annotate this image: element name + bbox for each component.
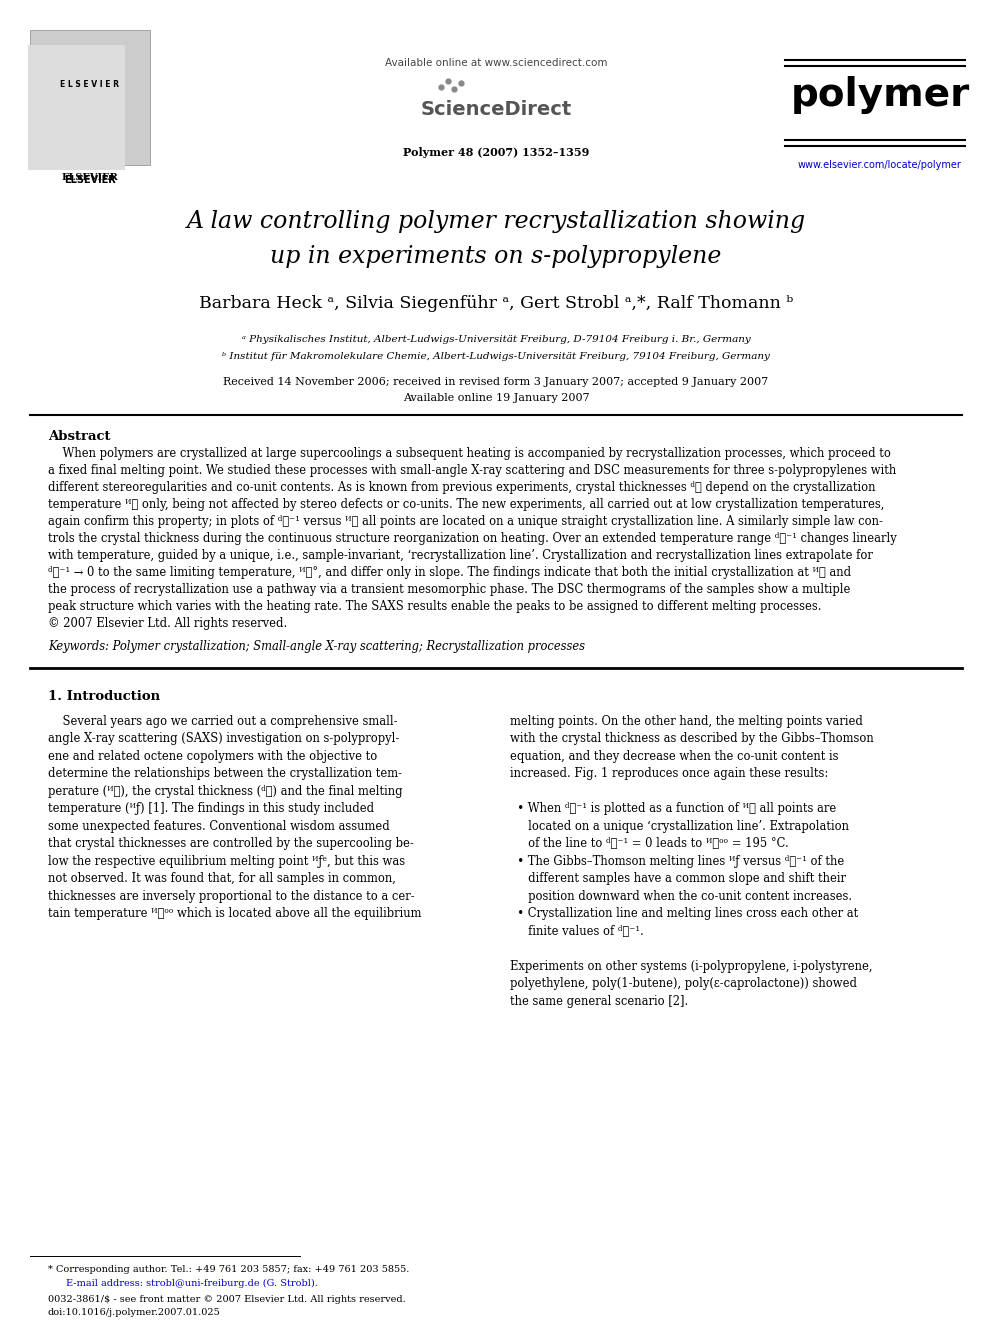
Text: When polymers are crystallized at large supercoolings a subsequent heating is ac: When polymers are crystallized at large … bbox=[48, 447, 897, 630]
Text: * Corresponding author. Tel.: +49 761 203 5857; fax: +49 761 203 5855.: * Corresponding author. Tel.: +49 761 20… bbox=[48, 1265, 410, 1274]
Text: ᵃ Physikalisches Institut, Albert-Ludwigs-Universität Freiburg, D-79104 Freiburg: ᵃ Physikalisches Institut, Albert-Ludwig… bbox=[242, 335, 750, 344]
Text: E L S E V I E R: E L S E V I E R bbox=[61, 79, 119, 89]
Text: Polymer 48 (2007) 1352–1359: Polymer 48 (2007) 1352–1359 bbox=[403, 147, 589, 157]
Text: doi:10.1016/j.polymer.2007.01.025: doi:10.1016/j.polymer.2007.01.025 bbox=[48, 1308, 221, 1316]
Text: Several years ago we carried out a comprehensive small-
angle X-ray scattering (: Several years ago we carried out a compr… bbox=[48, 714, 422, 921]
Text: A law controlling polymer recrystallization showing: A law controlling polymer recrystallizat… bbox=[186, 210, 806, 233]
Text: 1. Introduction: 1. Introduction bbox=[48, 691, 160, 703]
Text: Barbara Heck ᵃ, Silvia Siegenführ ᵃ, Gert Strobl ᵃ,*, Ralf Thomann ᵇ: Barbara Heck ᵃ, Silvia Siegenführ ᵃ, Ger… bbox=[198, 295, 794, 312]
Text: melting points. On the other hand, the melting points varied
with the crystal th: melting points. On the other hand, the m… bbox=[510, 714, 874, 1008]
Bar bbox=[28, 45, 125, 169]
Text: ScienceDirect: ScienceDirect bbox=[421, 101, 571, 119]
Text: polymer: polymer bbox=[791, 75, 969, 114]
Text: ᵇ Institut für Makromolekulare Chemie, Albert-Ludwigs-Universität Freiburg, 7910: ᵇ Institut für Makromolekulare Chemie, A… bbox=[222, 352, 770, 361]
FancyBboxPatch shape bbox=[30, 30, 150, 165]
Text: E-mail address: strobl@uni-freiburg.de (G. Strobl).: E-mail address: strobl@uni-freiburg.de (… bbox=[66, 1279, 317, 1289]
Text: Received 14 November 2006; received in revised form 3 January 2007; accepted 9 J: Received 14 November 2006; received in r… bbox=[223, 377, 769, 388]
Text: up in experiments on s-polypropylene: up in experiments on s-polypropylene bbox=[270, 245, 722, 269]
Text: Abstract: Abstract bbox=[48, 430, 110, 443]
Text: Keywords: Polymer crystallization; Small-angle X-ray scattering; Recrystallizati: Keywords: Polymer crystallization; Small… bbox=[48, 640, 585, 654]
Text: ELSEVIER: ELSEVIER bbox=[62, 173, 118, 183]
Text: Available online at www.sciencedirect.com: Available online at www.sciencedirect.co… bbox=[385, 58, 607, 67]
Text: ELSEVIER: ELSEVIER bbox=[64, 175, 116, 185]
Text: 0032-3861/$ - see front matter © 2007 Elsevier Ltd. All rights reserved.: 0032-3861/$ - see front matter © 2007 El… bbox=[48, 1295, 406, 1304]
Text: Available online 19 January 2007: Available online 19 January 2007 bbox=[403, 393, 589, 404]
Text: www.elsevier.com/locate/polymer: www.elsevier.com/locate/polymer bbox=[798, 160, 962, 169]
